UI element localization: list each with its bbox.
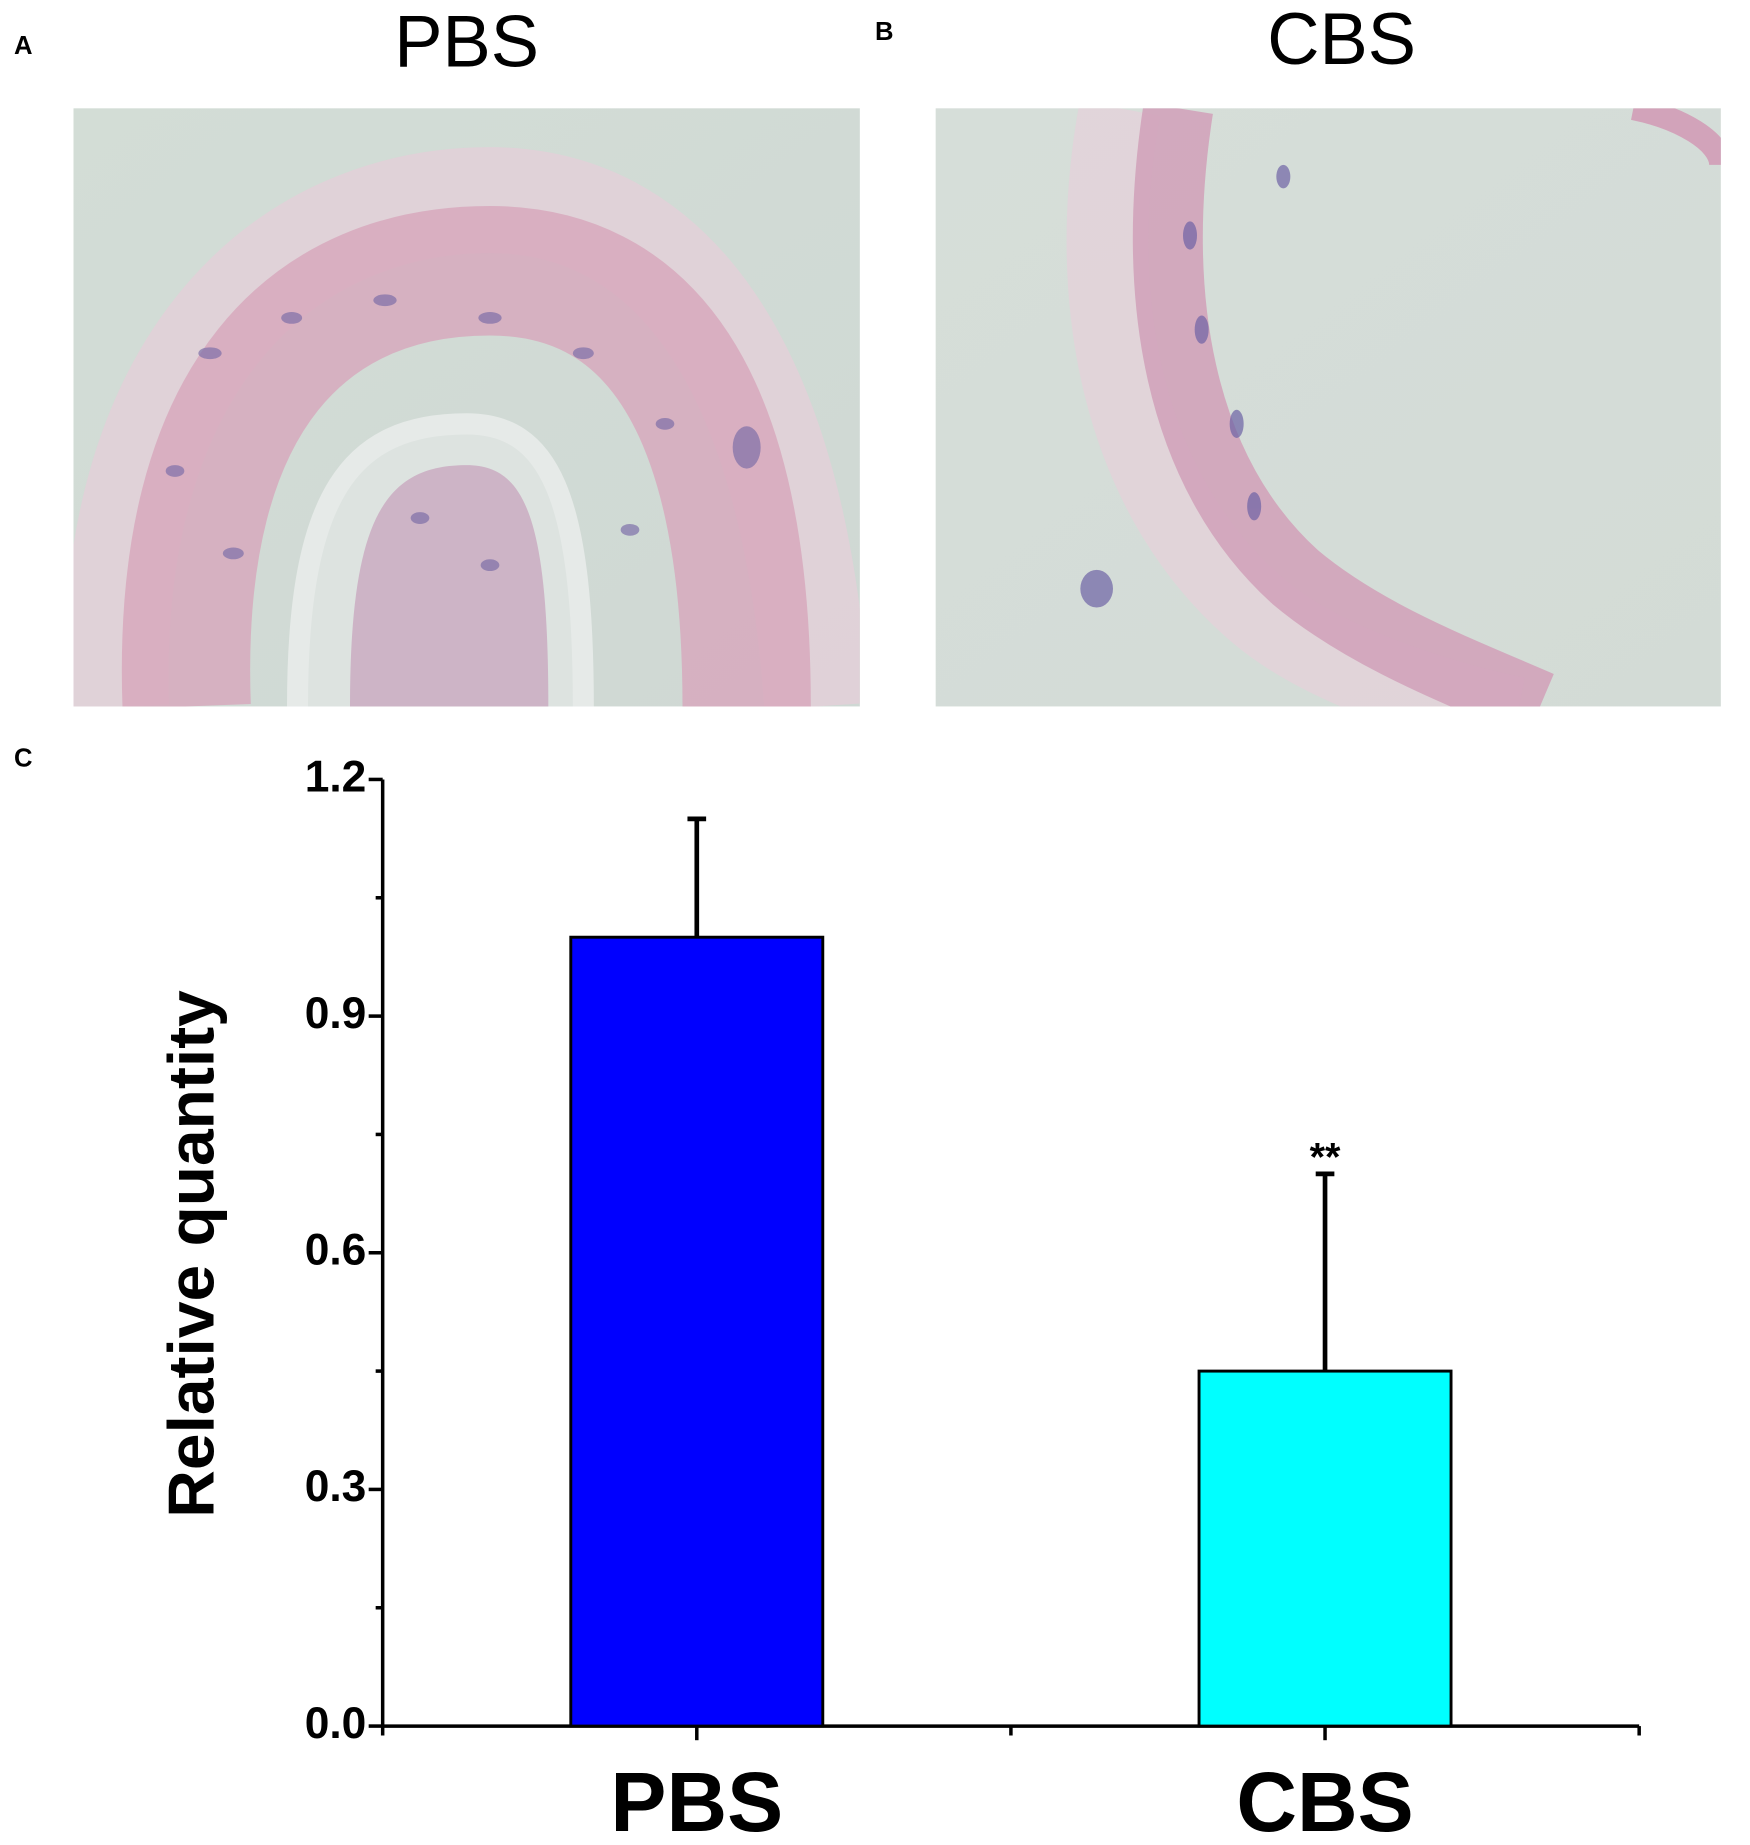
y-tick-label: 0.3	[305, 1462, 367, 1511]
panel-label: C	[14, 744, 33, 772]
y-axis-label: Relative quantity	[155, 990, 228, 1518]
panel-title: PBS	[394, 1, 539, 82]
y-tick-label: 1.2	[305, 752, 367, 801]
bar	[569, 935, 825, 1728]
micrograph	[73, 108, 860, 707]
y-tick-label: 0.0	[305, 1699, 367, 1748]
significance-annotation: **	[1310, 1135, 1341, 1179]
y-tick-label: 0.6	[305, 1225, 367, 1274]
panel-title: CBS	[1267, 0, 1416, 80]
plot: 0.0 0.3 0.6 0.9 1.2 PBS CBS **	[305, 752, 1641, 1845]
y-tick-label: 0.9	[305, 989, 367, 1038]
panel-label: B	[875, 18, 894, 46]
micrograph	[935, 108, 1721, 707]
bar	[1197, 1369, 1453, 1728]
panel-label: A	[14, 32, 33, 60]
x-tick-label: PBS	[610, 1755, 783, 1845]
x-tick-label: CBS	[1236, 1755, 1413, 1845]
